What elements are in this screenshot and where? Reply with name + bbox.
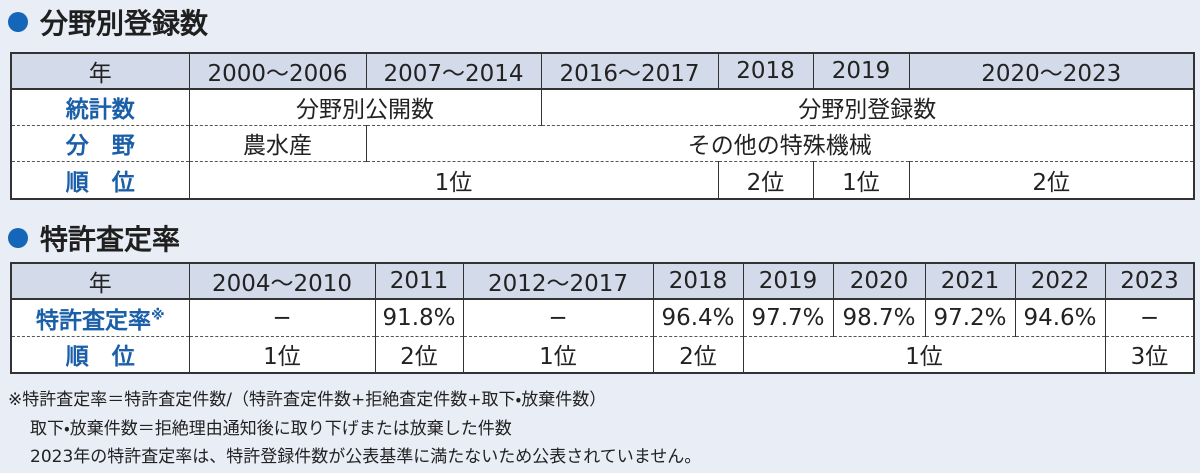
header-cell: 2000〜2006 [188,53,367,90]
header-cell: 2011 [374,263,464,300]
section-title: 特許査定率 [8,220,180,256]
bullet [8,12,28,32]
notes: ※特許査定率＝特許査定件数/（特許査定件数+拒絶査定件数+取下・放棄件数） 取下… [8,386,701,472]
header-cell: 2018 [652,263,744,300]
table-cell: − [188,299,376,336]
table-cell: 1位 [742,335,1106,373]
title-text: 分野別登録数 [40,7,209,40]
table: 年 2000〜2006 2007〜2014 2016〜2017 2018 2019 2020… [10,52,1195,200]
row-label-text: 特許査定率 [35,307,151,334]
table-cell: 2位 [652,335,744,373]
note: ※特許査定率＝特許査定件数/（特許査定件数+拒絶査定件数+取下・放棄件数） [8,390,607,410]
header-row: 年 2004〜2010 2011 2012〜2017 2018 2019 2020 2021 2… [10,263,1195,300]
header-cell: 2012〜2017 [462,263,654,300]
header-cell: 2018 [717,53,814,90]
table-cell: 分野別公開数 [188,89,542,125]
table-header: 年 2000〜2006 2007〜2014 2016〜2017 2018 2019 2020… [10,53,1195,90]
table-row: 特許査定率※ −91.8% −96.4% 97.7% 98.7% 97.2% 94.6% − [10,299,1195,336]
table-cell: 96.4% [652,299,744,336]
table-cell: 1位 [188,160,719,199]
table-cell: 98.7% [832,299,926,336]
header-cell: 年 [10,263,190,300]
row-label: 順 位 [10,335,190,373]
header-cell: 2020 [832,263,926,300]
row-label-text: 順 位 [65,344,135,371]
section-title: 分野別登録数 [8,4,208,40]
header-cell: 年 [10,53,190,90]
table-cell: 分野別登録数 [540,89,1195,125]
table-cell: 1位 [462,335,654,373]
row-label: 分 野 [10,124,190,161]
table-cell: 1位 [812,160,910,199]
table-cell: 2位 [374,335,464,373]
table: 年 2004〜2010 2011 2012〜2017 2018 2019 2020 2021 2… [10,262,1195,374]
table-cell: 2位 [908,160,1195,199]
table-cell: 91.8% [374,299,464,336]
table-cell: 2位 [717,160,814,199]
row-label-text: 統計数 [65,97,135,124]
header-cell: 2016〜2017 [540,53,719,90]
table-cell: 94.6% [1014,299,1106,336]
table-cell: 3位 [1104,335,1195,373]
table-cell: その他の特殊機械 [365,124,1195,161]
footnote-mark: ※ [150,307,165,324]
header-cell: 2019 [812,53,910,90]
table-cell: 農水産 [188,124,367,161]
table-cell: − [462,299,654,336]
header-cell: 2004〜2010 [188,263,376,300]
header-cell: 2019 [742,263,834,300]
table-cell: 97.7% [742,299,834,336]
table-cell: − [1104,299,1195,336]
row-label-text: 順 位 [65,169,135,196]
title-text: 特許査定率 [40,223,181,256]
table-header: 年 2004〜2010 2011 2012〜2017 2018 2019 2020 2021 2… [10,263,1195,300]
row-label: 特許査定率※ [10,299,190,336]
table-cell: 97.2% [924,299,1016,336]
table-row: 分 野 農水産 その他の特殊機械 [10,124,1195,161]
table-row: 順 位 1位 2位 1位 2位 [10,160,1195,199]
header-cell: 2020〜2023 [908,53,1195,90]
table-row: 統計数 分野別公開数 分野別登録数 [10,89,1195,125]
row-label-text: 分 野 [65,133,135,159]
row-label: 順 位 [10,160,190,199]
row-label: 統計数 [10,89,190,125]
header-row: 年 2000〜2006 2007〜2014 2016〜2017 2018 2019 2020… [10,53,1195,90]
note: 2023年の特許査定率は、特許登録件数が公表基準に満たないため公表されていません… [30,447,702,467]
table-body: 特許査定率※ −91.8% −96.4% 97.7% 98.7% 97.2% 94.6% − 順… [10,299,1195,373]
header-cell: 2021 [924,263,1016,300]
bullet [8,228,28,248]
header-cell: 2007〜2014 [365,53,542,90]
table-body: 統計数 分野別公開数 分野別登録数分 野農水産 その他の特殊機械順 位 1位 2位 1位 2位 [10,89,1195,199]
header-cell: 2023 [1104,263,1195,300]
table-cell: 1位 [188,335,376,373]
note: 取下・放棄件数＝拒絶理由通知後に取り下げまたは放棄した件数 [30,418,512,439]
header-cell: 2022 [1014,263,1106,300]
